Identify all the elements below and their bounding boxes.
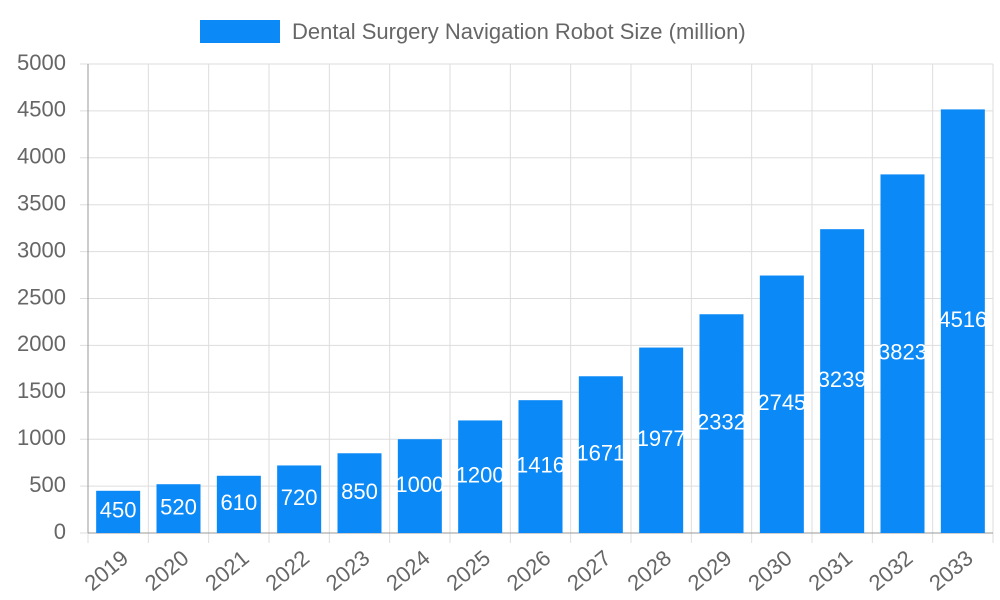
x-tick-label: 2021 bbox=[200, 545, 254, 596]
x-tick-label: 2025 bbox=[442, 545, 496, 596]
y-tick-label: 4500 bbox=[17, 97, 66, 122]
data-label: 850 bbox=[341, 479, 378, 504]
bar bbox=[699, 314, 744, 533]
legend-swatch bbox=[200, 20, 280, 43]
data-label: 520 bbox=[160, 494, 197, 519]
data-label: 1200 bbox=[456, 463, 505, 488]
data-label: 2332 bbox=[697, 409, 746, 434]
y-tick-label: 2000 bbox=[17, 331, 66, 356]
legend-label: Dental Surgery Navigation Robot Size (mi… bbox=[292, 19, 746, 44]
bar bbox=[216, 475, 261, 533]
x-tick-label: 2031 bbox=[804, 545, 858, 596]
data-label: 3239 bbox=[818, 367, 867, 392]
bar bbox=[518, 400, 563, 533]
data-label: 720 bbox=[281, 485, 318, 510]
data-label: 1000 bbox=[395, 472, 444, 497]
bar bbox=[458, 420, 503, 533]
data-label: 4516 bbox=[938, 307, 987, 332]
x-tick-label: 2023 bbox=[321, 545, 375, 596]
bar bbox=[880, 174, 925, 534]
x-tick-label: 2024 bbox=[381, 545, 435, 596]
bar bbox=[337, 453, 382, 533]
bar bbox=[820, 229, 865, 533]
data-label: 1416 bbox=[516, 452, 565, 477]
x-tick-label: 2019 bbox=[80, 545, 134, 596]
y-tick-label: 5000 bbox=[17, 50, 66, 75]
data-label: 2745 bbox=[757, 390, 806, 415]
bar bbox=[156, 484, 201, 533]
data-label: 610 bbox=[220, 490, 257, 515]
data-label: 1671 bbox=[576, 440, 625, 465]
x-tick-label: 2028 bbox=[623, 545, 677, 596]
y-tick-label: 500 bbox=[29, 472, 66, 497]
bar bbox=[639, 347, 684, 533]
y-tick-label: 2500 bbox=[17, 284, 66, 309]
bar bbox=[96, 490, 141, 533]
x-tick-label: 2020 bbox=[140, 545, 194, 596]
y-tick-label: 1500 bbox=[17, 378, 66, 403]
x-tick-label: 2033 bbox=[924, 545, 978, 596]
y-tick-label: 0 bbox=[54, 519, 66, 544]
bar bbox=[759, 275, 804, 533]
bar bbox=[578, 376, 623, 533]
x-tick-label: 2022 bbox=[261, 545, 315, 596]
data-label: 3823 bbox=[878, 340, 927, 365]
x-tick-label: 2030 bbox=[743, 545, 797, 596]
x-tick-label: 2032 bbox=[864, 545, 918, 596]
data-label: 450 bbox=[100, 498, 137, 523]
bar bbox=[940, 109, 985, 533]
bar bbox=[397, 439, 442, 533]
bar bbox=[277, 465, 322, 533]
y-tick-label: 3000 bbox=[17, 237, 66, 262]
x-tick-label: 2026 bbox=[502, 545, 556, 596]
y-tick-label: 1000 bbox=[17, 425, 66, 450]
x-tick-label: 2029 bbox=[683, 545, 737, 596]
data-label: 1977 bbox=[637, 426, 686, 451]
y-tick-label: 4000 bbox=[17, 144, 66, 169]
x-tick-label: 2027 bbox=[562, 545, 616, 596]
y-tick-label: 3500 bbox=[17, 191, 66, 216]
